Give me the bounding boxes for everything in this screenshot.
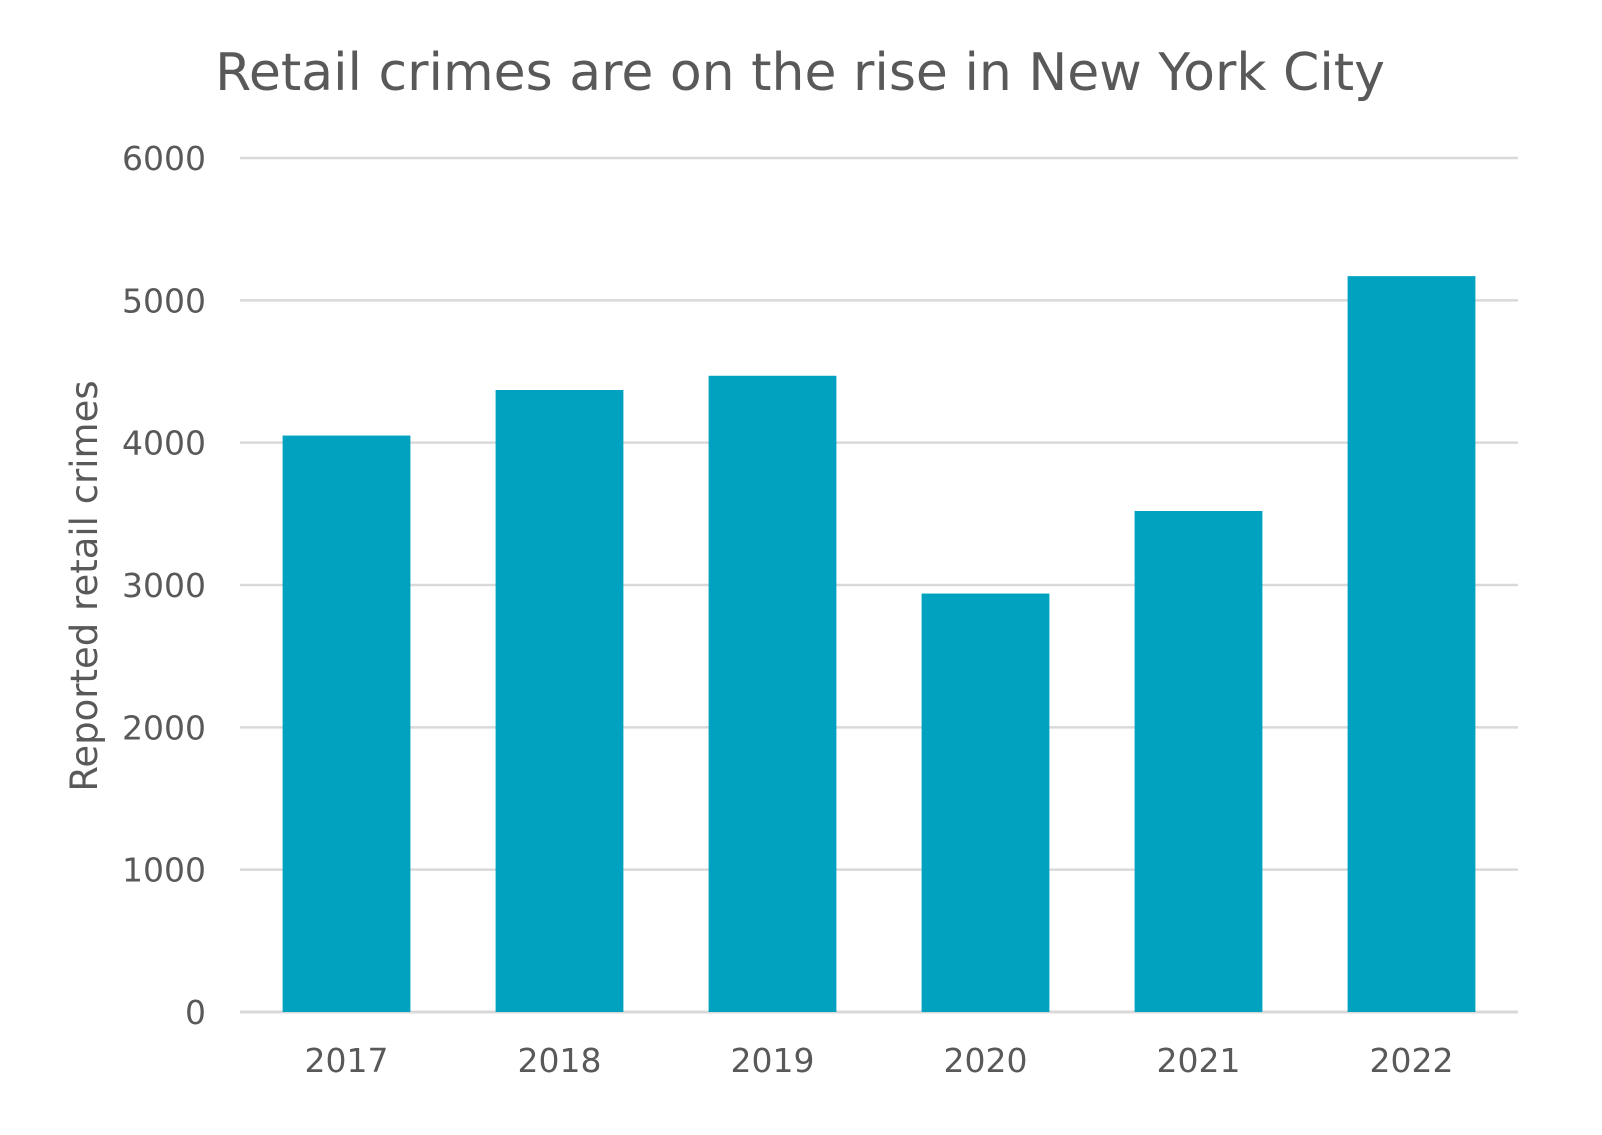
y-tick-label: 5000 [122, 281, 206, 320]
bar-2017 [282, 435, 411, 1012]
y-axis-label: Reported retail crimes [63, 380, 106, 791]
y-tick-label: 6000 [122, 139, 206, 178]
x-tick-label: 2022 [1370, 1041, 1454, 1080]
bar-2020 [921, 593, 1050, 1012]
x-tick-label: 2018 [518, 1041, 602, 1080]
bar-2021 [1134, 510, 1263, 1012]
bars [282, 276, 1476, 1013]
bar-2018 [495, 390, 624, 1013]
x-tick-label: 2020 [944, 1041, 1028, 1080]
gridlines [240, 156, 1518, 1014]
bar-2019 [708, 375, 837, 1012]
y-tick-label: 3000 [122, 566, 206, 605]
chart-title: Retail crimes are on the rise in New Yor… [215, 43, 1385, 103]
x-tick-label: 2019 [731, 1041, 815, 1080]
x-tick-label: 2017 [305, 1041, 389, 1080]
x-axis-ticks: 2017 2018 2019 2020 2021 2022 [305, 1041, 1454, 1080]
x-tick-label: 2021 [1157, 1041, 1241, 1080]
y-tick-label: 0 [185, 993, 206, 1032]
y-tick-label: 4000 [122, 424, 206, 463]
bar-2022 [1347, 276, 1476, 1012]
y-tick-label: 2000 [122, 708, 206, 747]
y-axis-ticks: 0 1000 2000 3000 4000 5000 6000 [122, 139, 206, 1032]
y-tick-label: 1000 [122, 851, 206, 890]
